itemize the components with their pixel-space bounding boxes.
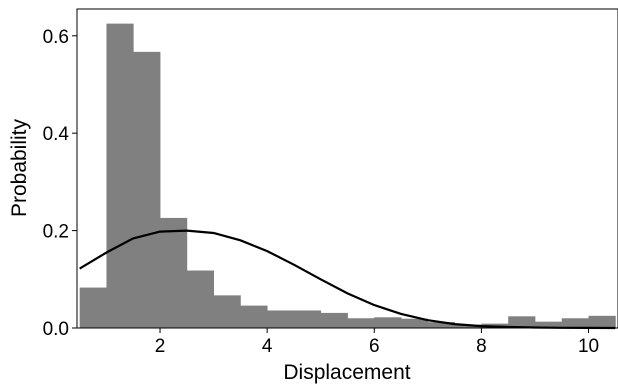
histogram-bar — [374, 317, 402, 328]
histogram-bar — [454, 324, 482, 328]
x-tick-label: 6 — [369, 336, 380, 357]
histogram-bar — [133, 51, 161, 328]
histogram-bar — [347, 318, 375, 328]
histogram-bar — [561, 318, 589, 328]
histogram-bar — [79, 287, 107, 328]
histogram-bar — [588, 315, 616, 328]
x-tick-label: 4 — [262, 336, 273, 357]
y-axis-label: Probability — [8, 118, 31, 217]
histogram-bar — [427, 322, 456, 328]
histogram-bar — [508, 316, 536, 328]
plot-frame — [76, 8, 618, 329]
histogram-bar — [186, 270, 214, 328]
histogram-bar — [293, 310, 322, 328]
y-axis-ticks: 0.0 0.2 0.4 0.6 — [43, 27, 77, 340]
histogram-bar — [320, 312, 348, 328]
x-axis-label: Displacement — [283, 361, 410, 384]
fit-curve — [79, 229, 616, 330]
histogram-bar — [106, 23, 134, 328]
x-axis-ticks: 2 4 6 8 10 — [155, 328, 599, 357]
x-tick-label: 10 — [578, 336, 599, 357]
histogram-bar — [213, 295, 241, 328]
histogram-bar — [534, 321, 563, 328]
y-tick-label: 0.6 — [43, 27, 69, 48]
y-tick-label: 0.0 — [43, 319, 69, 340]
x-tick-label: 8 — [476, 336, 487, 357]
histogram-bar — [401, 318, 429, 328]
histogram-bar — [240, 305, 268, 328]
histogram-bars — [79, 23, 616, 328]
histogram-bar — [160, 217, 188, 328]
x-tick-label: 2 — [155, 336, 166, 357]
y-tick-label: 0.4 — [43, 124, 70, 145]
y-tick-label: 0.2 — [43, 222, 69, 243]
histogram-bar — [267, 310, 295, 328]
